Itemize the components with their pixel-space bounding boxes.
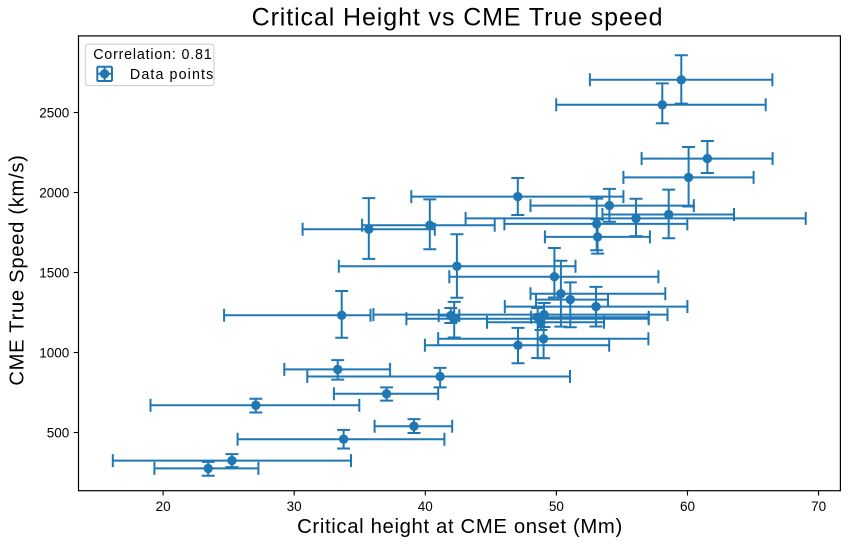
svg-text:Correlation: 0.81: Correlation: 0.81 xyxy=(93,47,212,63)
svg-text:500: 500 xyxy=(47,425,70,440)
svg-text:1500: 1500 xyxy=(39,265,69,280)
svg-text:40: 40 xyxy=(418,499,433,514)
svg-text:Data points: Data points xyxy=(130,67,214,83)
svg-text:2000: 2000 xyxy=(39,185,69,200)
svg-text:1000: 1000 xyxy=(39,345,69,360)
svg-text:70: 70 xyxy=(811,499,826,514)
svg-text:20: 20 xyxy=(156,499,171,514)
svg-text:2500: 2500 xyxy=(39,105,69,120)
svg-text:50: 50 xyxy=(549,499,564,514)
svg-text:CME True Speed (km/s): CME True Speed (km/s) xyxy=(7,154,29,385)
svg-text:30: 30 xyxy=(287,499,302,514)
svg-text:Critical height at CME onset (: Critical height at CME onset (Mm) xyxy=(297,516,623,538)
svg-text:60: 60 xyxy=(680,499,695,514)
svg-text:Critical Height vs CME True sp: Critical Height vs CME True speed xyxy=(252,3,664,31)
